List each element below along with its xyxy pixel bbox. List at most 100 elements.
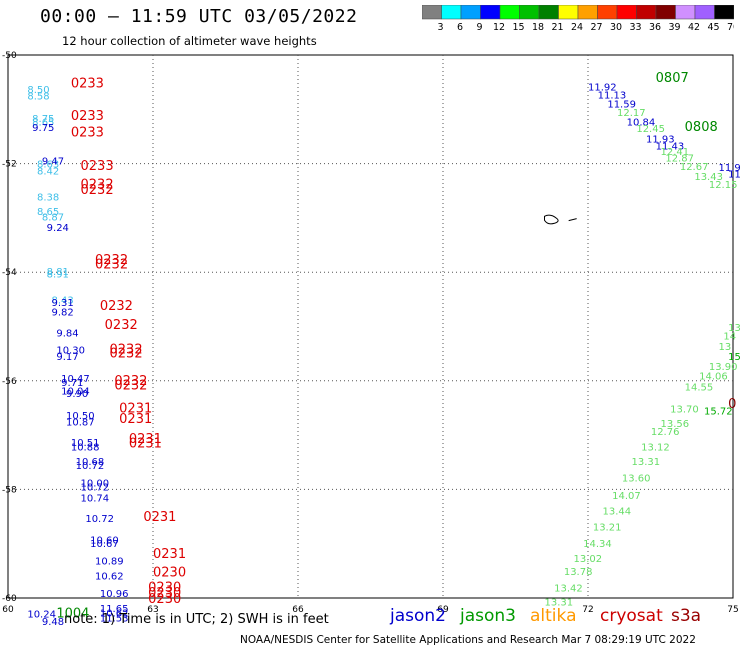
x-tick-label: 72	[582, 605, 593, 615]
plot-frame	[7, 54, 734, 599]
wave-height-label: 14.34	[583, 539, 612, 550]
x-tick-label: 69	[437, 605, 449, 615]
wave-height-label: 11.53	[100, 613, 129, 624]
wave-height-label: 10.00	[81, 479, 110, 490]
y-tick-label: -54	[2, 268, 17, 278]
pass-time-label: 0232	[114, 374, 147, 389]
wave-height-label: 14.06	[699, 372, 728, 383]
wave-height-label: 10.72	[81, 482, 110, 493]
footer-note: note: 1) Time is in UTC; 2) SWH is in fe…	[64, 612, 329, 627]
y-tick-label: -58	[2, 485, 17, 495]
wave-height-label: 9.24	[47, 223, 69, 234]
pass-time-label: 0231	[153, 547, 186, 562]
wave-height-label: 13	[728, 323, 740, 334]
pass-time-label: 0232	[110, 343, 143, 358]
wave-height-label: 10.04	[61, 386, 90, 397]
wave-height-label: 12.41	[661, 147, 690, 158]
x-tick-label: 63	[147, 605, 158, 615]
colorbar-label: 39	[668, 22, 680, 33]
wave-height-label: 13.70	[670, 404, 699, 415]
pass-time-label: 0232	[81, 183, 114, 198]
pass-time-label: 0232	[114, 378, 147, 393]
colorbar-label: 45	[707, 22, 719, 33]
x-tick-label: 75	[727, 605, 738, 615]
wave-height-label: 8.38	[37, 193, 59, 204]
colorbar-label: 36	[649, 22, 661, 33]
colorbar-label: 6	[457, 22, 463, 33]
colorbar-label: 9	[476, 22, 482, 33]
x-tick-label: 60	[2, 605, 14, 615]
pass-time-label: 0231	[129, 437, 162, 452]
wave-height-label: 8.75	[32, 114, 54, 125]
pass-time-label: 0233	[71, 109, 104, 124]
pass-time-label: 0231	[119, 401, 152, 416]
wave-height-label: 11.65	[100, 604, 129, 615]
wave-height-label: 13.44	[603, 506, 632, 517]
wave-height-label: 11.43	[656, 141, 685, 152]
wave-height-label: 10.47	[61, 374, 90, 385]
wave-height-label: 12.15	[709, 180, 738, 191]
wave-height-label: 12.67	[680, 162, 709, 173]
wave-height-label: 8.91	[47, 270, 69, 281]
wave-height-label: 8.87	[42, 213, 64, 224]
wave-height-label: 12.45	[636, 124, 665, 135]
page-subtitle: 12 hour collection of altimeter wave hei…	[62, 34, 317, 48]
colorbar-label: 70	[727, 22, 734, 33]
wave-height-label: 13	[719, 342, 732, 353]
wave-height-label: 10.87	[66, 417, 95, 428]
pass-time-label: 0233	[71, 77, 104, 92]
wave-height-label: 8.65	[37, 207, 59, 218]
wave-height-label: 9.47	[42, 157, 64, 168]
wave-height-label: 10.72	[76, 461, 105, 472]
wave-height-label: 10.51	[71, 438, 100, 449]
legend-cryosat: cryosat	[600, 606, 663, 626]
wave-height-label: 9.90	[66, 389, 88, 400]
legend-altika: altika	[530, 606, 577, 626]
wave-height-label: 13.02	[574, 554, 603, 565]
wave-height-label: 9.71	[61, 378, 83, 389]
wave-height-label: 10.68	[76, 457, 105, 468]
wave-height-label: 8.42	[37, 166, 59, 177]
pass-time-label: 0	[728, 397, 736, 412]
pass-time-label: 0232	[81, 178, 114, 193]
colorbar-label: 18	[532, 22, 544, 33]
wave-height-label: 13.56	[661, 419, 690, 430]
pass-time-label: 0232	[95, 257, 128, 272]
wave-height-label: 13.78	[564, 567, 593, 578]
wave-height-label: 13.21	[593, 523, 622, 534]
wave-height-label: 8.43	[52, 296, 74, 307]
wave-height-label: 15.72	[704, 406, 733, 417]
colorbar-label: 12	[493, 22, 505, 33]
coastline-island	[544, 214, 577, 225]
wave-height-label: 10.62	[95, 572, 124, 583]
wave-height-label: 14.07	[612, 491, 641, 502]
y-tick-label: -60	[2, 594, 17, 604]
wave-height-label: 11.90	[719, 163, 740, 174]
wave-height-label: 12.17	[617, 108, 646, 119]
colorbar-label: 24	[571, 22, 583, 33]
wave-height-label: 13.90	[709, 362, 738, 373]
pass-time-label: 0232	[95, 253, 128, 268]
pass-time-label: 0231	[143, 510, 176, 525]
wave-height-label: 8.65	[32, 118, 54, 129]
wave-height-label: 10.67	[90, 539, 119, 550]
pass-time-label: 0230	[153, 565, 186, 580]
credit-line: NOAA/NESDIS Center for Satellite Applica…	[240, 634, 696, 646]
wave-height-label: 13.42	[554, 583, 583, 594]
pass-time-label: 0233	[71, 125, 104, 140]
wave-height-label: 10.30	[56, 346, 85, 357]
pass-time-label: 0232	[110, 346, 143, 361]
wave-height-label: 8.63	[37, 159, 59, 170]
wave-height-label: 10.96	[100, 589, 129, 600]
wave-height-label: 10.72	[85, 514, 114, 525]
color-scale-legend: 36912151821242730333639424570(ft)	[422, 5, 734, 33]
pass-time-label: 0230	[148, 592, 181, 607]
wave-height-label: 14	[723, 332, 736, 343]
wave-height-label: 11.93	[646, 134, 675, 145]
wave-height-label: 11.13	[598, 90, 627, 101]
wave-height-label: 13.43	[694, 172, 723, 183]
pass-time-label: 0231	[119, 412, 152, 427]
colorbar-label: 33	[629, 22, 641, 33]
wave-height-label: 8.58	[27, 92, 49, 103]
